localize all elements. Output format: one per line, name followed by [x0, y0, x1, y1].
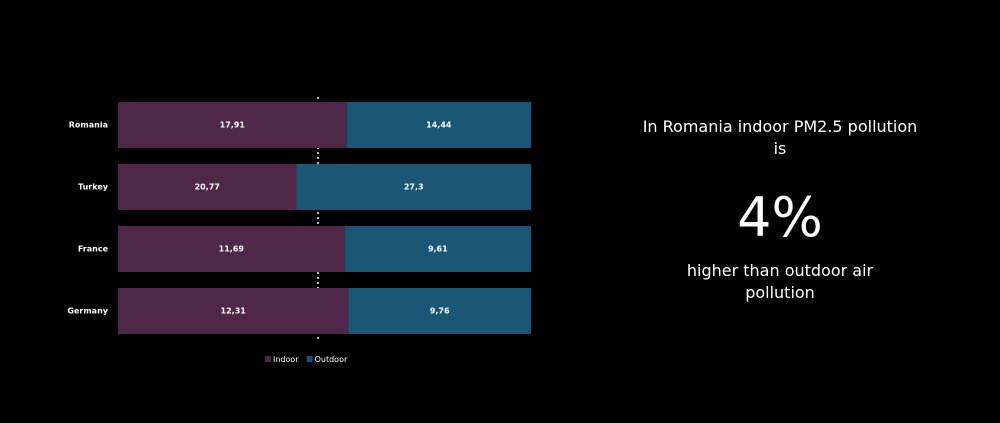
category-label: Romania	[69, 121, 108, 130]
bar-segment	[118, 164, 297, 210]
annotation: In Romania indoor PM2.5 pollution is	[642, 117, 918, 158]
data-label: 17,91	[220, 121, 246, 130]
data-label: 27,3	[404, 183, 424, 192]
bar-segment	[118, 102, 347, 148]
bar-segment	[118, 288, 349, 334]
bar-segment	[118, 226, 345, 272]
bar-segment	[344, 226, 531, 272]
data-label: 14,44	[426, 121, 452, 130]
annotation: higher than outdoor air pollution	[686, 261, 874, 302]
bar-segment	[346, 102, 531, 148]
annotation-highlight: 4%	[737, 186, 823, 249]
category-label: Turkey	[78, 183, 109, 192]
legend-label: Indoor	[273, 355, 299, 364]
data-label: 12,31	[221, 307, 247, 316]
category-label: Germany	[67, 307, 108, 316]
legend-label: Outdoor	[315, 355, 348, 364]
legend-swatch	[306, 356, 313, 362]
bar-segment	[296, 164, 531, 210]
legend-swatch	[265, 356, 271, 362]
category-label: France	[78, 245, 109, 254]
data-label: 20,77	[195, 183, 220, 192]
bar-segment	[348, 288, 531, 334]
data-label: 9,76	[430, 307, 450, 316]
data-label: 9,61	[428, 245, 448, 254]
annotation-panel: In Romania indoor PM2.5 pollution is 4% …	[630, 116, 930, 304]
data-label: 11,69	[219, 245, 245, 254]
